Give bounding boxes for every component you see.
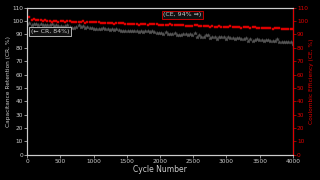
Y-axis label: Coulombic Efficiency (CE, %): Coulombic Efficiency (CE, %): [309, 39, 315, 124]
X-axis label: Cycle Number: Cycle Number: [133, 165, 187, 174]
Y-axis label: Capacitance Retention (CR, %): Capacitance Retention (CR, %): [5, 36, 11, 127]
Text: (← CR, 84%): (← CR, 84%): [30, 29, 69, 34]
Text: (CE, 94% ⇒): (CE, 94% ⇒): [163, 12, 202, 17]
